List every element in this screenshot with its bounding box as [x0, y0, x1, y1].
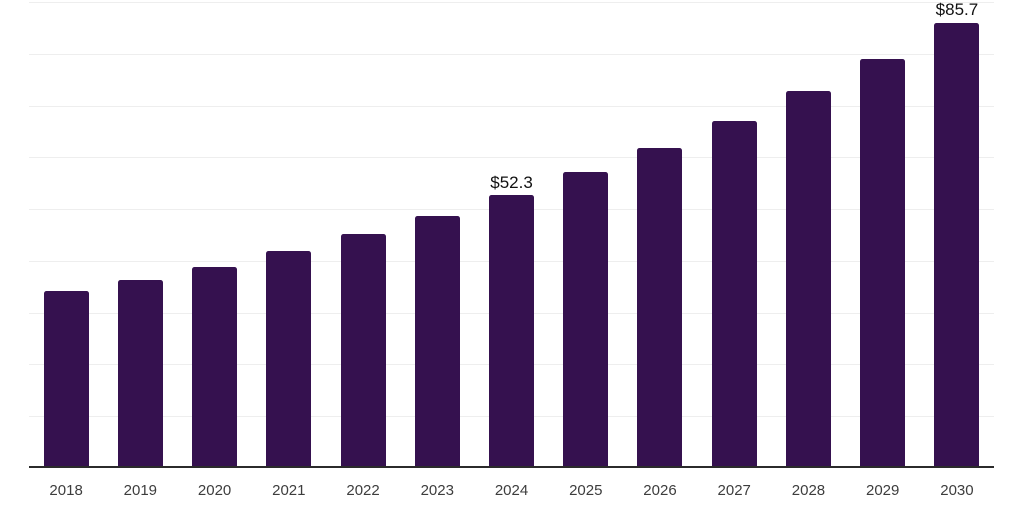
x-tick-label: 2018 — [49, 482, 83, 499]
bar-2024 — [489, 195, 535, 466]
bar-slot — [177, 0, 251, 466]
bar-slot — [549, 0, 623, 466]
bar-2030 — [934, 22, 980, 466]
bar-2027 — [711, 121, 757, 466]
bar-value-label: $85.7 — [935, 0, 979, 19]
bar-slot — [103, 0, 177, 466]
bar-2028 — [785, 90, 831, 466]
x-tick-label: 2027 — [717, 482, 751, 499]
x-tick-label: 2026 — [643, 482, 677, 499]
x-tick-label: 2023 — [420, 482, 454, 499]
x-tick-label: 2021 — [272, 482, 306, 499]
bar-slot: $52.3 — [474, 0, 548, 466]
bar-2025 — [563, 172, 609, 466]
x-tick-label: 2025 — [569, 482, 603, 499]
x-tick-label: 2019 — [123, 482, 158, 499]
bar-slot — [846, 0, 920, 466]
bar-2022 — [340, 234, 386, 466]
bar-2019 — [117, 279, 163, 466]
bar-slot — [326, 0, 400, 466]
bars-layer: $52.3 $85.7 — [29, 0, 994, 466]
bar-slot — [29, 0, 103, 466]
bar-2023 — [414, 215, 460, 466]
bar-slot — [697, 0, 771, 466]
x-axis-labels: 2018 2019 2020 2021 2022 2023 2024 2025 2026 2027… — [29, 470, 994, 500]
bar-slot — [252, 0, 326, 466]
gridline — [29, 157, 994, 159]
bar-slot: $85.7 — [920, 0, 994, 466]
bar-2020 — [192, 266, 238, 466]
x-tick-label: 2030 — [940, 482, 974, 499]
bar-2029 — [860, 58, 906, 466]
x-tick-label: 2028 — [791, 482, 826, 499]
bar-slot — [400, 0, 474, 466]
bar-2026 — [637, 148, 683, 466]
plot-area: $52.3 $85.7 — [29, 0, 994, 468]
bar-value-label: $52.3 — [490, 172, 533, 192]
bar-slot — [771, 0, 845, 466]
gridline — [29, 53, 994, 55]
gridline — [29, 2, 994, 3]
bar-2018 — [43, 291, 89, 466]
x-axis-line — [29, 466, 994, 468]
bar-slot — [623, 0, 697, 466]
x-tick-label: 2024 — [494, 482, 529, 499]
x-tick-label: 2022 — [346, 482, 380, 499]
x-tick-label: 2029 — [866, 482, 900, 499]
gridline — [29, 105, 994, 107]
x-tick-label: 2020 — [197, 482, 232, 499]
bar-2021 — [266, 250, 312, 466]
